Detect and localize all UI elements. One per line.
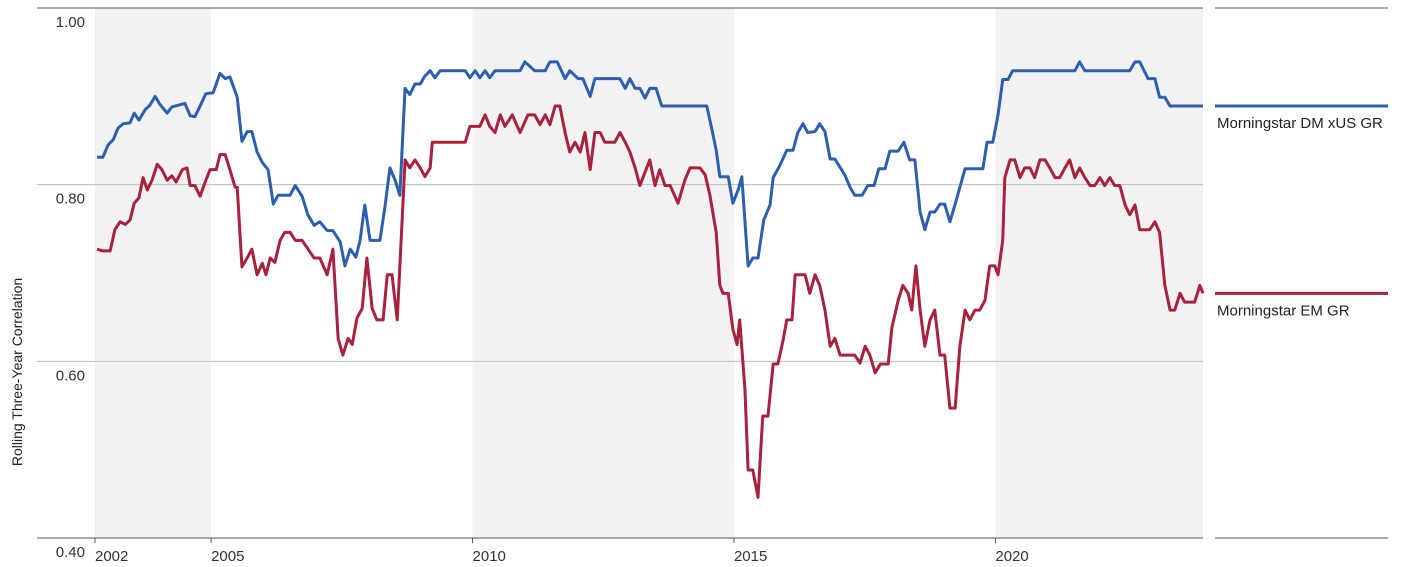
y-tick-label: 1.00 [56,14,85,31]
shaded-period [472,8,734,538]
y-axis-label: Rolling Three-Year Correlation [9,278,25,466]
y-tick-label: 0.60 [56,367,85,384]
shaded-period [995,8,1203,538]
series-line [97,60,1203,268]
x-tick-label: 2015 [734,548,767,565]
shaded-period [95,8,212,538]
y-tick-label: 0.80 [56,191,85,208]
x-tick-label: 2010 [473,548,506,565]
x-tick-label: 2005 [211,548,244,565]
x-tick-label: 2020 [995,548,1028,565]
series-line [96,104,1205,499]
y-tick-label: 0.40 [56,544,85,561]
legend-label: Morningstar EM GR [1217,302,1350,319]
legend-label: Morningstar DM xUS GR [1217,115,1383,132]
x-tick-label: 2002 [95,548,128,565]
